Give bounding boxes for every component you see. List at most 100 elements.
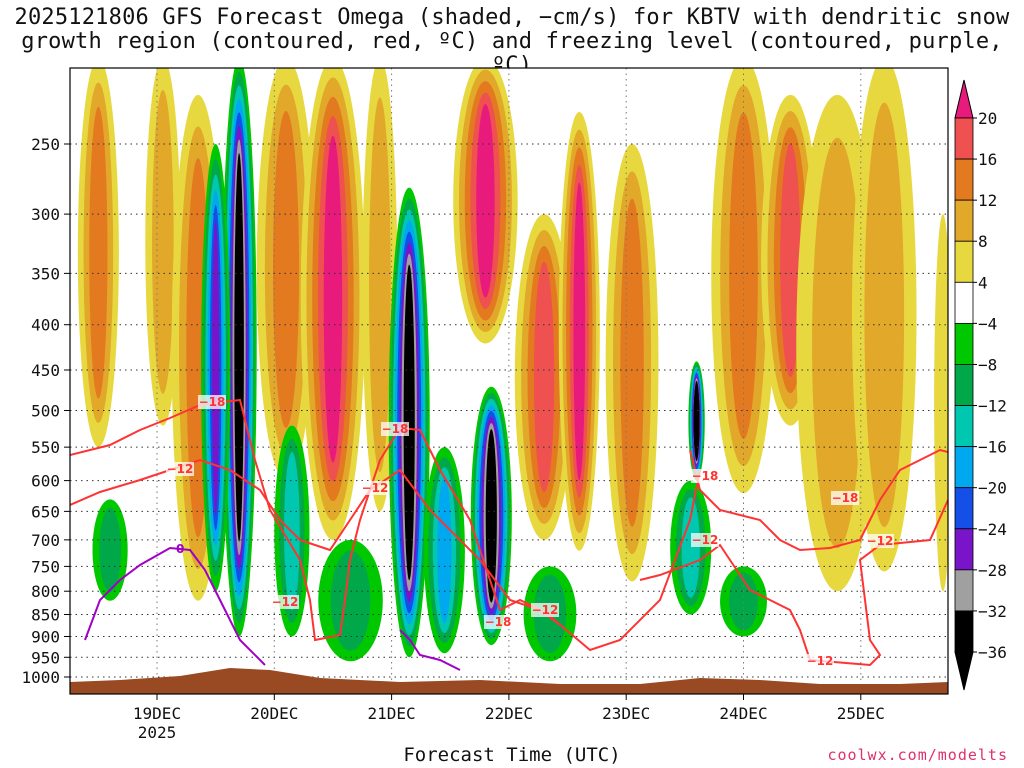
terrain-surface (70, 668, 948, 694)
chart-title: 2025121806 GFS Forecast Omega (shaded, −… (0, 6, 1024, 78)
svg-text:−18: −18 (199, 395, 226, 409)
svg-text:−18: −18 (692, 469, 719, 483)
colorbar-band (954, 405, 974, 448)
svg-text:−18: −18 (382, 422, 409, 436)
plot-area: −18 −12 −18 −12 −12 −18 −12 −18 −12 −18 −12 −12 0 (69, 67, 949, 695)
colorbar-label: −32 (978, 602, 1007, 621)
x-tick-label: 20DEC (250, 704, 298, 723)
colorbar-band (954, 240, 974, 283)
x-axis-label: Forecast Time (UTC) (403, 744, 621, 766)
x-tick-label: 19DEC (133, 704, 181, 723)
colorbar-band (954, 528, 974, 571)
dendritic-contour-label: −18 (831, 491, 859, 505)
contour-lines: −18 −12 −18 −12 −12 −18 −12 −18 −12 −18 −12 −12 0 (70, 395, 948, 671)
svg-text:−12: −12 (167, 462, 194, 476)
colorbar-band (954, 117, 974, 160)
omega-contour-fill (573, 182, 586, 481)
colorbar-label: 4 (978, 273, 988, 292)
dendritic-contour-label: −12 (866, 534, 894, 548)
colorbar-band (954, 364, 974, 406)
colorbar-band (954, 569, 974, 612)
colorbar: 20 16 12 8 4 −4 −8 −12 −16 −20 −24 −28 −32 −36 (954, 79, 1007, 691)
omega-contour-fill (405, 275, 413, 570)
omega-contour-fill (272, 111, 300, 428)
y-tick-label: 950 (31, 648, 60, 667)
y-tick-label: 900 (31, 627, 60, 646)
colorbar-label: 8 (978, 232, 988, 251)
svg-text:−12: −12 (867, 534, 894, 548)
credit-link[interactable]: coolwx.com/modelts (827, 746, 1008, 764)
omega-contour-fill (864, 102, 905, 528)
y-tick-label: 500 (31, 402, 60, 421)
colorbar-label: −8 (978, 355, 997, 374)
colorbar-label: −28 (978, 561, 1007, 580)
dendritic-contour-label: −12 (166, 462, 194, 476)
omega-contour-fill (89, 106, 108, 399)
svg-text:−12: −12 (532, 603, 559, 617)
x-tick-label: 22DEC (485, 704, 533, 723)
omega-contour-fill (437, 477, 452, 623)
omega-contour-fill (729, 112, 758, 439)
colorbar-band (954, 158, 974, 201)
omega-contour-fill (476, 104, 495, 298)
chart-title-line-2: growth region (contoured, red, ºC) and f… (21, 29, 1003, 78)
omega-contour-fill (681, 497, 700, 598)
svg-text:−18: −18 (832, 491, 859, 505)
colorbar-band (954, 199, 974, 242)
x-tick-sublabel-year: 2025 (138, 723, 177, 742)
omega-contour-fill (729, 572, 758, 631)
svg-text:−12: −12 (272, 595, 299, 609)
dendritic-contour-minus12b (639, 499, 948, 667)
colorbar-band (954, 487, 974, 530)
dendritic-contour-label: −18 (198, 395, 226, 409)
omega-contour-fill (236, 166, 243, 529)
omega-contour-fill (780, 143, 801, 378)
y-tick-label: 450 (31, 361, 60, 380)
x-axis: 19DEC 20DEC 21DEC 22DEC 23DEC 24DEC 25DEC 2025 (133, 694, 885, 742)
colorbar-label: 20 (978, 109, 997, 128)
colorbar-band (954, 281, 974, 324)
colorbar-bottom-arrow (954, 651, 974, 691)
omega-contour-fill (152, 89, 174, 394)
y-tick-label: 600 (31, 472, 60, 491)
terrain-fill (70, 668, 948, 694)
omega-contour-fill (487, 435, 495, 597)
colorbar-label: −24 (978, 520, 1007, 539)
freezing-contour-b (399, 629, 461, 671)
svg-text:−12: −12 (362, 481, 389, 495)
omega-contour-fill (693, 383, 700, 459)
omega-contour-fill (323, 135, 343, 463)
colorbar-band (954, 322, 974, 365)
colorbar-label: −12 (978, 397, 1007, 416)
colorbar-label: −4 (978, 314, 997, 333)
omega-contour-fill (212, 220, 220, 515)
y-tick-label: 750 (31, 557, 60, 576)
dendritic-contour-label: −12 (806, 654, 834, 668)
x-tick-label: 23DEC (602, 704, 650, 723)
dendritic-contour-label: −18 (381, 422, 409, 436)
dendritic-contour-label: −18 (691, 469, 719, 483)
y-tick-label: 650 (31, 502, 60, 521)
svg-text:−12: −12 (692, 533, 719, 547)
y-tick-label: 250 (31, 135, 60, 154)
dendritic-contour-minus12 (70, 458, 561, 626)
colorbar-top-arrow (954, 79, 974, 119)
y-tick-label: 1000 (21, 668, 60, 687)
colorbar-band (954, 610, 974, 653)
dendritic-contour-label: −12 (531, 603, 559, 617)
colorbar-label: −16 (978, 438, 1007, 457)
colorbar-label: 16 (978, 150, 997, 169)
colorbar-label: 12 (978, 191, 997, 210)
chart-title-line-1: 2025121806 GFS Forecast Omega (shaded, −… (14, 5, 1010, 30)
dendritic-contour-label: −12 (691, 533, 719, 547)
y-tick-label: 800 (31, 582, 60, 601)
x-tick-label: 21DEC (368, 704, 416, 723)
y-tick-label: 850 (31, 606, 60, 625)
omega-contour-fill (620, 198, 644, 527)
dendritic-contour-label: −12 (361, 481, 389, 495)
svg-text:−12: −12 (807, 654, 834, 668)
y-tick-label: 550 (31, 438, 60, 457)
colorbar-label: −36 (978, 643, 1007, 662)
x-tick-label: 24DEC (719, 704, 767, 723)
